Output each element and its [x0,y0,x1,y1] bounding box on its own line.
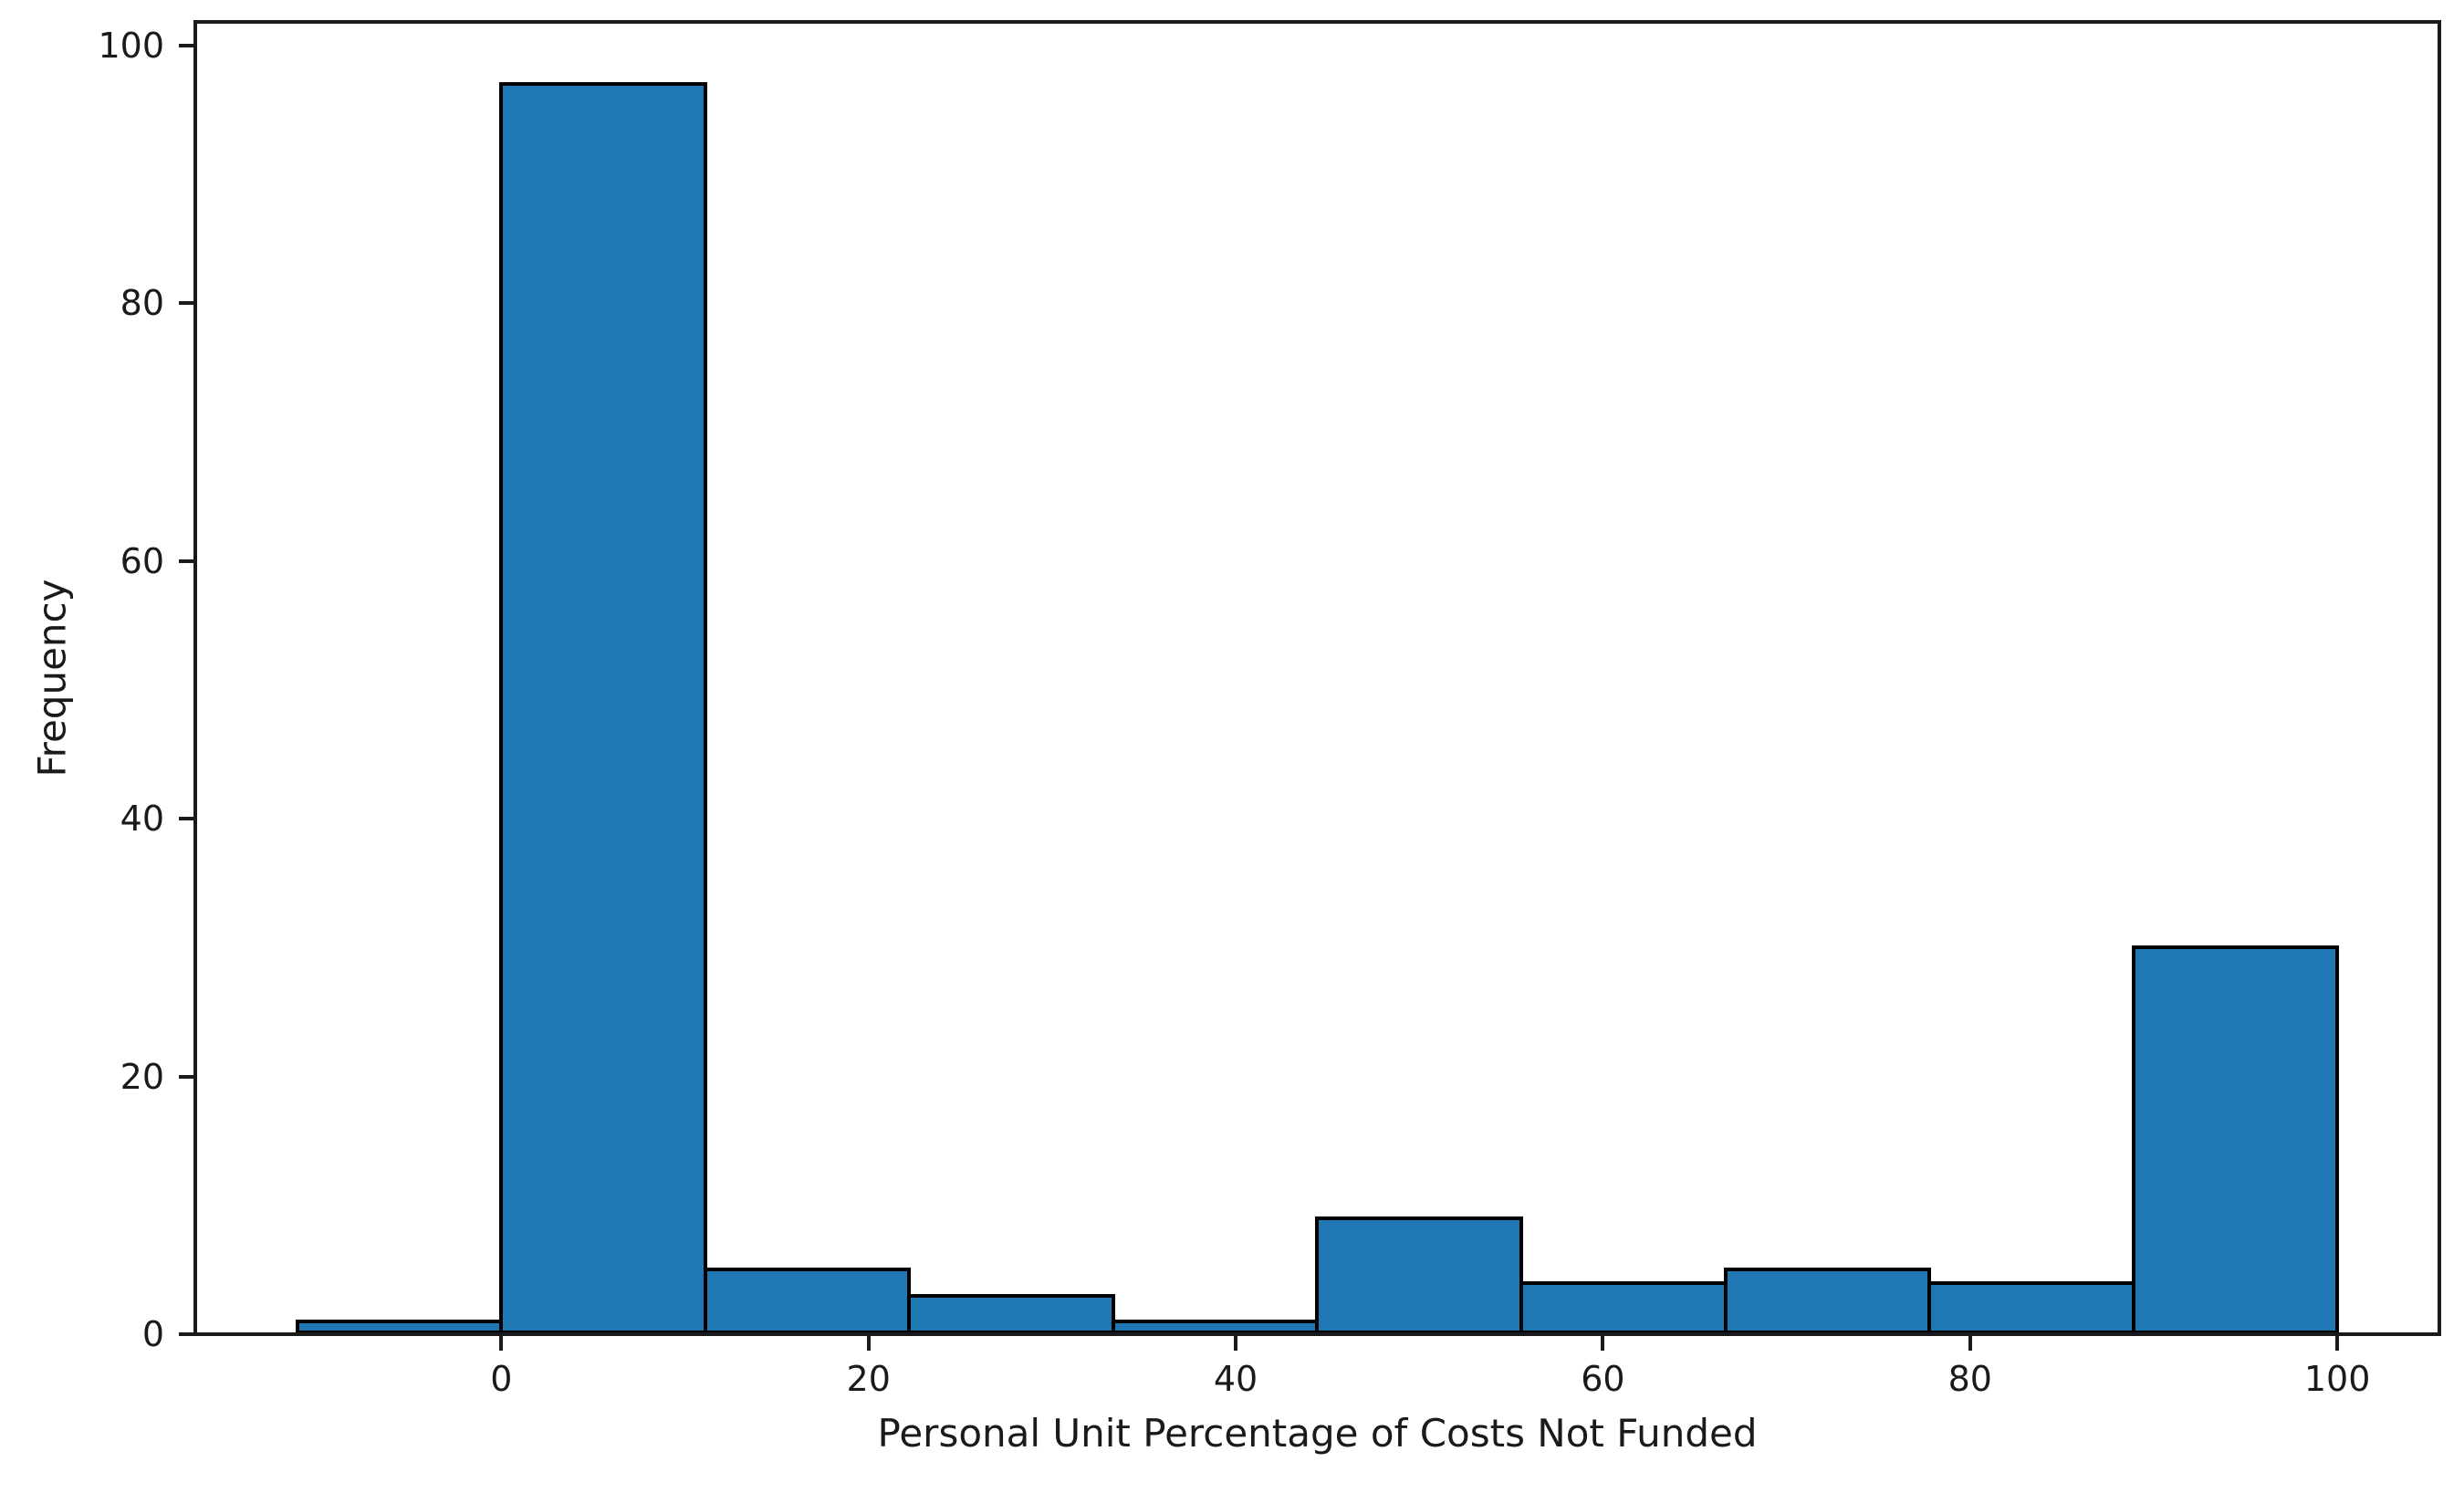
histogram-bar [1315,1216,1524,1334]
x-tick-label: 100 [2303,1359,2371,1399]
y-tick-label: 60 [120,540,164,581]
histogram-bar [2131,945,2340,1334]
histogram-bar [1723,1268,1932,1334]
y-axis-tick [179,559,193,563]
x-tick-label: 80 [1947,1359,1992,1399]
histogram-bar [703,1268,912,1334]
histogram-bar [295,1319,504,1334]
y-axis-tick [179,44,193,48]
y-axis-label: Frequency [29,579,75,778]
x-tick-label: 60 [1581,1359,1625,1399]
x-axis-tick [866,1336,871,1351]
x-axis-label: Personal Unit Percentage of Costs Not Fu… [877,1411,1758,1456]
x-tick-label: 40 [1213,1359,1258,1399]
y-tick-label: 0 [141,1314,164,1354]
x-axis-tick [1234,1336,1238,1351]
y-axis-tick [179,301,193,306]
histogram-bar [1927,1280,2135,1334]
y-tick-label: 40 [120,799,164,840]
x-axis-tick [2335,1336,2340,1351]
y-axis-tick [179,1074,193,1079]
x-axis-tick [1601,1336,1605,1351]
histogram-bar [1519,1280,1728,1334]
x-axis-tick [499,1336,504,1351]
y-tick-label: 100 [98,26,164,67]
y-tick-label: 20 [120,1056,164,1097]
y-tick-label: 80 [120,283,164,324]
x-tick-label: 0 [490,1359,513,1399]
y-axis-tick [179,817,193,821]
y-axis-tick [179,1332,193,1336]
x-axis-tick [1968,1336,1972,1351]
histogram-bar [907,1293,1115,1334]
histogram-bar [499,82,707,1334]
x-tick-label: 20 [846,1359,891,1399]
histogram-bar [1111,1319,1320,1334]
